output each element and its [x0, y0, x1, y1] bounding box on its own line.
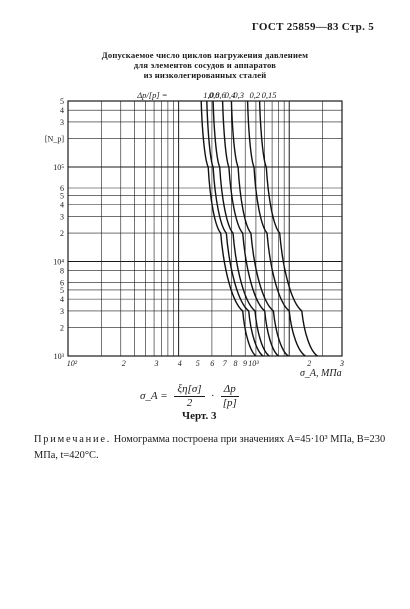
x-tick-label: 6: [210, 359, 214, 368]
series-label: 1,0: [203, 90, 214, 100]
formula-dot: ·: [211, 390, 215, 403]
series-label: 0,4: [225, 90, 236, 100]
series-line: [206, 100, 264, 357]
note-label: Примечание.: [34, 434, 112, 445]
y-tick-label: 6: [60, 278, 64, 287]
x-tick-label: 3: [339, 359, 344, 368]
page-header: ГОСТ 25859—83 Стр. 5: [251, 21, 374, 33]
figure-title: Допускаемое число циклов нагружения давл…: [0, 50, 410, 80]
y-tick-label: 3: [60, 307, 64, 316]
x-tick-label: 3: [154, 359, 159, 368]
y-tick-label: [N_p]: [45, 135, 64, 144]
x-tick-label: 9: [243, 359, 247, 368]
formula: σ_A = ξη[σ] 2 · Δp [p]: [140, 383, 243, 410]
x-tick-label: 2: [307, 359, 311, 368]
series-line: [246, 100, 306, 357]
series-line: [221, 100, 279, 357]
y-tick-label: 2: [60, 324, 64, 333]
formula-lhs: σ_A =: [140, 390, 168, 403]
series-line: [200, 100, 257, 357]
y-tick-label: 3: [60, 212, 64, 221]
title-line: для элементов сосудов и аппаратов: [133, 60, 277, 70]
y-tick-label: 5: [60, 191, 64, 200]
x-tick-label: 2: [122, 359, 126, 368]
y-tick-label: 4: [60, 106, 64, 115]
note: Примечание. Номограмма построена при зна…: [34, 432, 390, 464]
y-tick-label: 5: [60, 286, 64, 295]
legend-prefix: Δp/[p] =: [136, 90, 167, 100]
formula-fraction-2: Δp [p]: [220, 383, 239, 410]
formula-numerator: Δp: [220, 383, 239, 397]
series-label: 0,3: [233, 90, 244, 100]
formula-fraction-1: ξη[σ] 2: [174, 383, 205, 410]
x-tick-label: 4: [178, 359, 182, 368]
y-tick-label: 10⁴: [53, 258, 64, 267]
series-line: [230, 100, 289, 357]
x-tick-label: 8: [234, 359, 238, 368]
formula-denominator: 2: [186, 397, 193, 409]
series-label: 0,2: [250, 90, 261, 100]
chart-curves: [200, 100, 318, 357]
y-tick-label: 4: [60, 201, 64, 210]
figure-caption: Черт. 3: [182, 410, 217, 422]
y-tick-label: 6: [60, 184, 64, 193]
chart-grid: [67, 100, 343, 357]
x-axis-label: σ_A, МПа: [300, 368, 342, 379]
series-line: [258, 100, 318, 357]
title-line: Допускаемое число циклов нагружения давл…: [101, 50, 309, 60]
x-tick-label: 7: [223, 359, 228, 368]
series-label: 0,15: [262, 90, 277, 100]
x-tick-label: 5: [196, 359, 200, 368]
y-tick-label: 10⁵: [53, 163, 64, 172]
title-line: из низколегированных сталей: [143, 70, 267, 80]
chart-frame: [67, 100, 343, 357]
x-tick-label: 10²: [67, 359, 78, 368]
y-tick-label: 8: [60, 267, 64, 276]
note-body: Номограмма построена при значениях A=45·…: [34, 434, 386, 461]
series-line: [212, 100, 270, 357]
y-tick-label: 4: [60, 295, 64, 304]
series-label: 0,6: [215, 90, 226, 100]
y-tick-label: 5: [60, 97, 64, 106]
x-tick-label: 10³: [248, 359, 259, 368]
series-label: 0,8: [209, 90, 220, 100]
formula-numerator: ξη[σ]: [174, 383, 205, 397]
y-tick-label: 2: [60, 229, 64, 238]
formula-denominator: [p]: [222, 397, 237, 409]
y-tick-label: 3: [60, 118, 64, 127]
y-tick-label: 10³: [54, 352, 65, 361]
